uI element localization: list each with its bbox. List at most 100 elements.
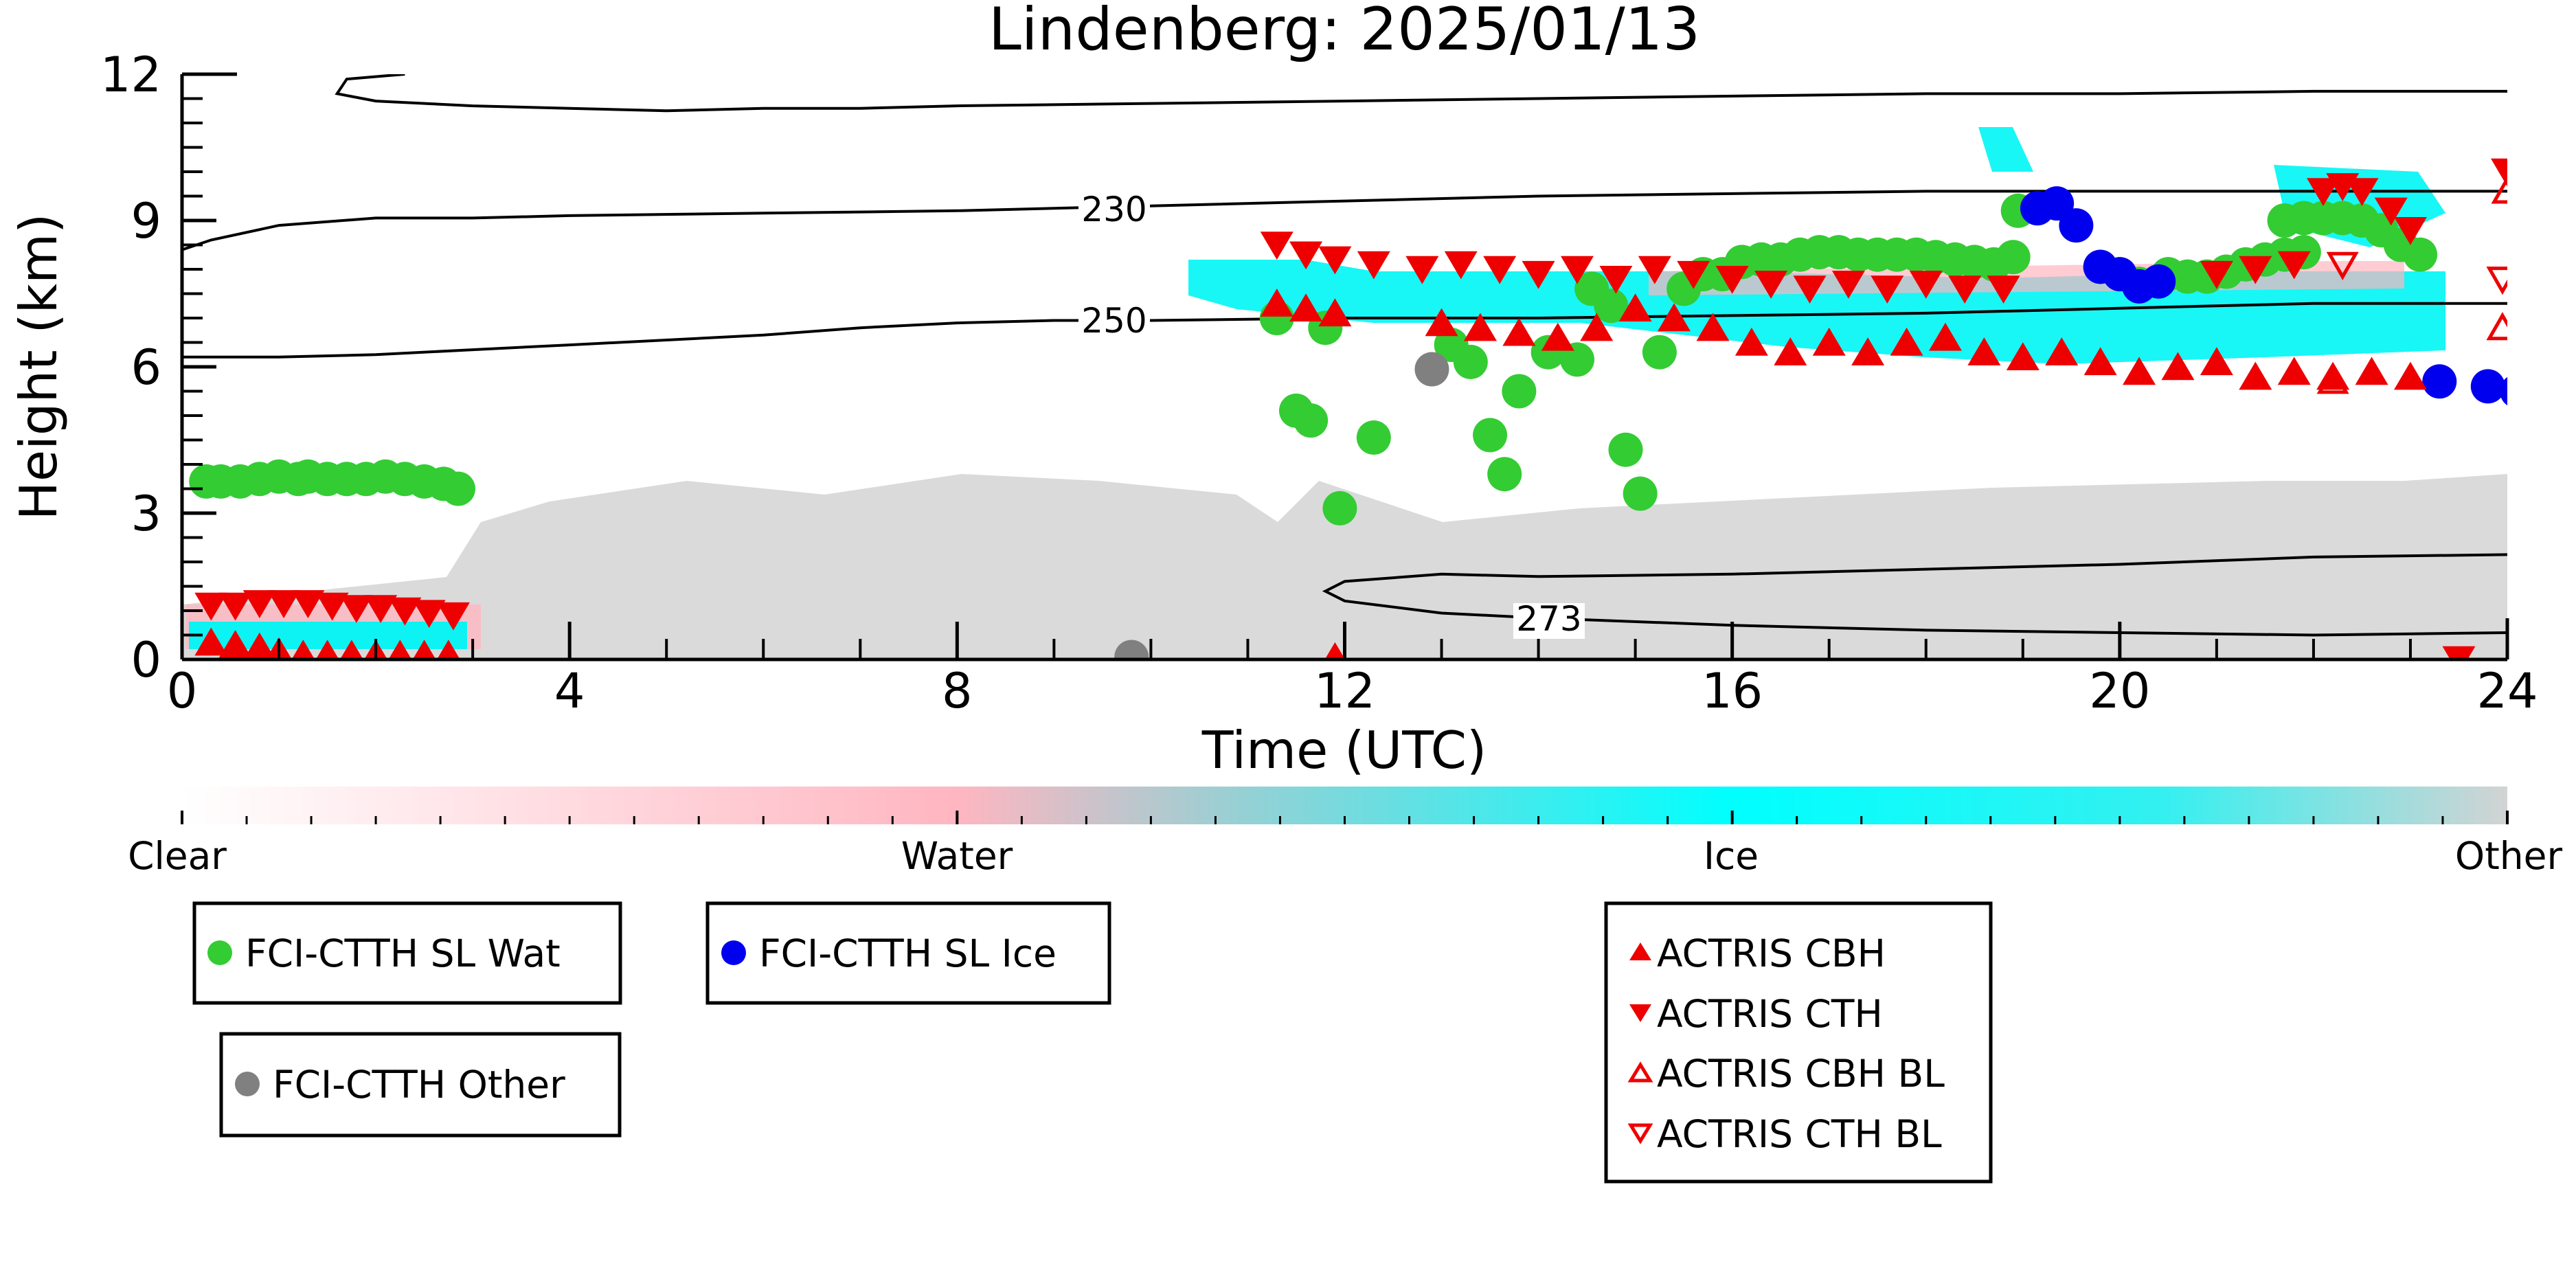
x-tick-label: 12	[1314, 663, 1375, 719]
y-tick-label: 0	[131, 632, 161, 688]
legend-marker-other	[235, 1072, 260, 1096]
colorbar: Clear Water Ice Other	[128, 787, 2562, 878]
point-triangle-up	[2006, 342, 2040, 370]
series-markers	[189, 158, 2507, 659]
point-triangle-up	[1463, 313, 1497, 341]
point-triangle-up	[1260, 289, 1293, 317]
mask-fields	[182, 127, 2507, 659]
point-triangle-up	[1580, 313, 1614, 341]
point-triangle-down	[2442, 646, 2476, 659]
legend-label-other: FCI-CTTH Other	[273, 1063, 565, 1107]
point-triangle-down	[2277, 251, 2311, 280]
point-triangle-down	[1483, 256, 1517, 284]
series-3	[194, 289, 2427, 659]
point-triangle-up	[218, 630, 252, 658]
point-circle	[1623, 476, 1658, 511]
point-circle	[2422, 364, 2457, 399]
y-tick-label: 6	[131, 339, 161, 396]
y-ticks: 0 3 6 9 12	[100, 47, 216, 688]
point-circle	[2059, 208, 2094, 243]
legend-marker-wat	[207, 940, 232, 965]
legend-wat: FCI-CTTH SL Wat	[192, 901, 622, 1005]
point-triangle-up	[1425, 308, 1458, 337]
series-2	[1114, 352, 1449, 659]
point-triangle-up	[1618, 293, 1652, 321]
point-triangle-down	[2200, 260, 2233, 289]
point-circle	[1414, 352, 1449, 387]
point-triangle-down	[1754, 271, 1788, 299]
legend-marker-cbh-bl	[1627, 1061, 1653, 1083]
point-circle	[440, 471, 475, 506]
point-triangle-down	[1638, 256, 1671, 284]
x-tick-label: 16	[1702, 663, 1763, 719]
colorbar-label-other: Other	[2455, 834, 2563, 878]
point-triangle-up	[2393, 361, 2427, 390]
point-triangle-up	[2083, 347, 2117, 376]
point-triangle-down	[1444, 251, 1478, 280]
point-circle	[1487, 457, 1522, 492]
point-circle	[1642, 335, 1677, 370]
point-triangle-up	[339, 640, 363, 659]
legend-other: FCI-CTTH Other	[219, 1032, 622, 1138]
point-triangle-down	[267, 590, 301, 618]
point-triangle-down	[1793, 275, 1827, 304]
point-circle	[2141, 264, 2176, 299]
point-triangle-up	[2355, 357, 2388, 385]
contour-line	[335, 74, 2507, 113]
contour-label: 230	[1081, 190, 1146, 229]
y-tick-label: 3	[131, 486, 161, 542]
point-triangle-down	[1561, 256, 1594, 284]
contour-label-bg	[1078, 305, 1150, 341]
legend-label-cth-bl: ACTRIS CTH BL	[1657, 1112, 1942, 1156]
legend-box	[219, 1032, 622, 1138]
x-tick-label: 8	[942, 663, 973, 719]
point-triangle-down	[315, 592, 349, 621]
point-triangle-up	[1812, 327, 1846, 356]
contour-labels: 230 250 273	[1078, 190, 1585, 639]
point-circle	[1608, 432, 1643, 467]
point-triangle-down	[1909, 271, 1943, 299]
legend-label-ice: FCI-CTTH SL Ice	[759, 931, 1057, 975]
x-tick-label: 20	[2089, 663, 2150, 719]
point-triangle-down	[1260, 231, 1293, 260]
legend-marker-cbh	[1629, 942, 1651, 960]
legend-marker-cth-bl	[1627, 1123, 1653, 1144]
contour-lines	[182, 74, 2507, 637]
x-tick-label: 0	[167, 663, 198, 719]
point-triangle-down	[2345, 178, 2379, 206]
contour-label-bg	[1078, 194, 1150, 229]
point-triangle-up	[1890, 327, 1923, 356]
point-triangle-down	[1357, 251, 1390, 280]
point-triangle-up	[1318, 298, 1352, 327]
point-triangle-up	[2277, 357, 2311, 385]
point-triangle-up	[436, 640, 460, 659]
point-triangle-down	[242, 590, 276, 618]
x-axis-label: Time (UTC)	[1201, 720, 1487, 780]
point-triangle-down	[2374, 197, 2408, 226]
point-circle	[1453, 344, 1488, 379]
point-triangle-down	[2239, 256, 2272, 284]
point-triangle-up	[2123, 357, 2156, 385]
point-triangle-up	[2200, 347, 2233, 376]
contour-line	[182, 190, 2507, 251]
point-triangle-up	[412, 640, 436, 659]
point-triangle-up	[1774, 337, 1807, 365]
point-circle	[2040, 186, 2075, 221]
point-circle	[1996, 240, 2031, 275]
point-circle	[1502, 374, 1537, 409]
point-triangle-up	[388, 640, 412, 659]
point-triangle-down	[2393, 217, 2427, 245]
colorbar-label-water: Water	[901, 834, 1013, 878]
legend-marker-cth	[1629, 1004, 1651, 1022]
legend-ice: FCI-CTTH SL Ice	[705, 901, 1111, 1005]
point-circle	[1594, 289, 1629, 324]
contour-label-bg	[1513, 603, 1585, 639]
point-triangle-down	[1831, 271, 1865, 299]
point-triangle-up	[291, 640, 315, 659]
point-triangle-up	[1324, 642, 1346, 659]
legend-box	[192, 901, 622, 1005]
point-triangle-up	[1696, 313, 1730, 341]
other-region	[182, 474, 2507, 659]
y-tick-label: 9	[131, 193, 161, 249]
